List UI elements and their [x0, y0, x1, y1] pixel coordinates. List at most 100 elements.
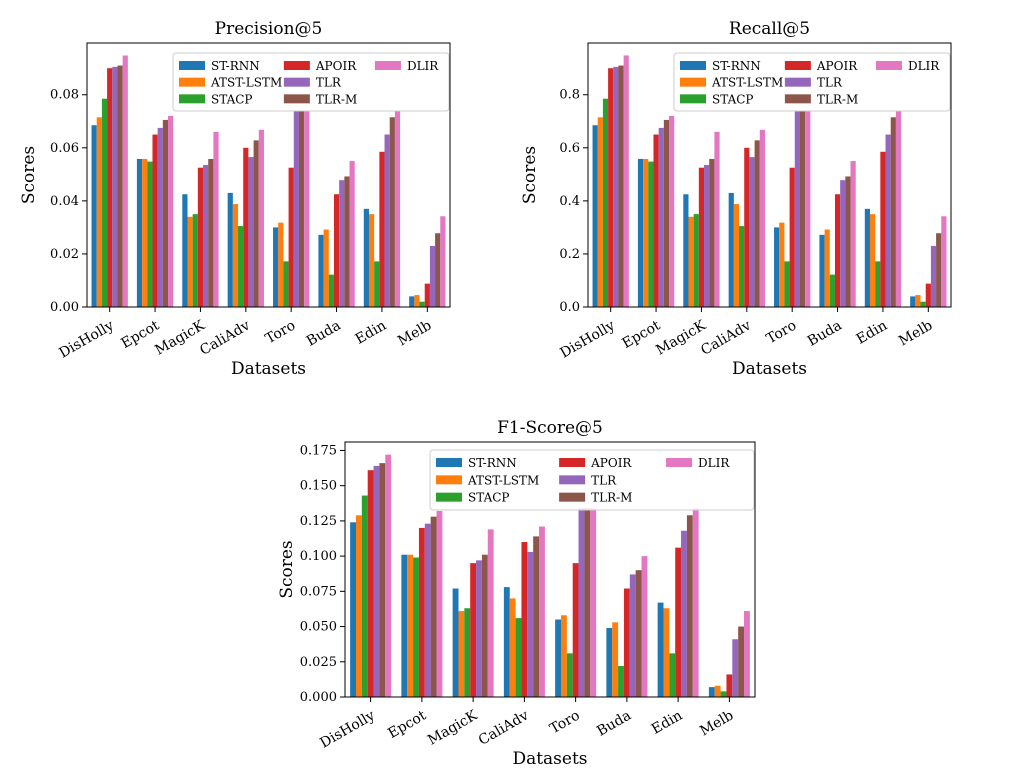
bar-dlir-melb	[744, 611, 750, 697]
x-tick-label: MagicK	[152, 317, 208, 358]
bar-dlir-disholly	[122, 55, 128, 307]
x-axis-label: Datasets	[732, 359, 807, 379]
legend-swatch	[179, 77, 205, 87]
bar-tlr-melb	[429, 245, 436, 307]
bar-st-rnn-edin	[864, 208, 870, 307]
bar-tlr-m-melb	[738, 626, 745, 697]
legend-label: ST-RNN	[211, 59, 260, 73]
bar-dlir-toro	[805, 110, 811, 307]
y-tick-label: 0.04	[50, 194, 79, 209]
bar-st-rnn-caliadv	[728, 192, 734, 307]
y-tick-label: 0.2	[559, 247, 580, 262]
legend-label: STACP	[712, 92, 754, 106]
bar-apoir-magick	[470, 563, 477, 697]
legend-swatch	[436, 475, 462, 485]
bar-tlr-toro	[293, 110, 299, 307]
bar-tlr-m-toro	[584, 508, 591, 697]
bar-apoir-melb	[726, 674, 733, 697]
bar-stacp-edin	[669, 653, 676, 697]
bar-atst-lstm-disholly	[96, 117, 102, 307]
legend-swatch	[680, 61, 706, 70]
bar-stacp-edin	[875, 261, 881, 307]
bar-stacp-disholly	[602, 98, 609, 307]
bar-st-rnn-magick	[452, 588, 459, 697]
bar-tlr-m-melb	[936, 233, 942, 307]
bar-st-rnn-toro	[555, 619, 561, 697]
legend-swatch	[283, 61, 310, 70]
y-tick-label: 0.075	[300, 584, 337, 599]
bar-st-rnn-magick	[182, 194, 188, 307]
chart-title: Recall@5	[729, 19, 810, 39]
legend-swatch	[666, 458, 693, 467]
bar-dlir-magick	[213, 131, 219, 307]
bar-apoir-epcot	[418, 527, 425, 697]
bar-apoir-caliadv	[744, 147, 750, 307]
bar-tlr-epcot	[157, 127, 163, 308]
f1-score-chart: 0.000 0.025 0.050 0.075 0.100 0.125 0.150 0.175…	[277, 418, 756, 769]
bar-st-rnn-melb	[409, 296, 415, 307]
bar-st-rnn-edin	[363, 208, 369, 307]
x-tick-label: Toro	[764, 318, 800, 348]
bar-tlr-disholly	[112, 66, 118, 307]
bar-stacp-magick	[192, 214, 198, 307]
bar-apoir-buda	[834, 194, 841, 307]
y-tick-label: 0.175	[300, 443, 337, 458]
bar-apoir-buda	[333, 194, 340, 307]
legend-swatch	[179, 94, 205, 104]
x-tick-label: DisHolly	[56, 317, 116, 361]
bar-atst-lstm-caliadv	[733, 204, 740, 307]
legend-label: ST-RNN	[468, 456, 517, 470]
bar-stacp-buda	[618, 666, 624, 697]
bar-tlr-caliadv	[248, 157, 254, 307]
legend: ST-RNN ATST-LSTM STACP APOIR TLR TLR-M DLIR	[172, 52, 450, 112]
bar-tlr-m-edin	[890, 117, 896, 307]
legend: ST-RNN ATST-LSTM STACP APOIR TLR TLR-M DLIR	[429, 449, 755, 511]
bar-stacp-buda	[829, 274, 835, 307]
bar-atst-lstm-edin	[368, 214, 375, 307]
bar-dlir-caliadv	[258, 129, 264, 307]
legend-label: ATST-LSTM	[711, 76, 783, 90]
x-axis-label: Datasets	[231, 359, 306, 379]
bar-apoir-melb	[925, 283, 931, 307]
legend-swatch	[784, 77, 811, 87]
legend-label: STACP	[468, 491, 510, 505]
bar-tlr-buda	[339, 180, 345, 307]
bar-atst-lstm-caliadv	[232, 204, 239, 307]
bar-stacp-magick	[464, 608, 471, 697]
bar-tlr-edin	[384, 134, 390, 307]
y-tick-label: 0.06	[50, 141, 79, 156]
bar-stacp-melb	[419, 301, 425, 307]
x-tick-label: MagicK	[425, 707, 481, 748]
bar-stacp-melb	[920, 301, 926, 307]
y-tick-label: 0.6	[559, 141, 580, 156]
bar-tlr-m-edin	[389, 117, 395, 307]
bar-atst-lstm-toro	[779, 222, 785, 307]
x-tick-label: CaliAdv	[698, 317, 754, 358]
bar-dlir-edin	[895, 110, 902, 307]
legend-swatch	[436, 458, 462, 467]
bar-apoir-magick	[698, 167, 705, 307]
y-tick-label: 0.000	[300, 690, 337, 705]
bar-st-rnn-magick	[683, 194, 689, 307]
legend-label: DLIR	[908, 59, 940, 73]
x-tick-label: DisHolly	[557, 317, 617, 361]
x-tick-label: CaliAdv	[476, 707, 532, 748]
bar-tlr-m-buda	[344, 176, 350, 307]
bar-stacp-epcot	[147, 161, 153, 307]
y-tick-label: 0.050	[300, 620, 337, 635]
legend: ST-RNN ATST-LSTM STACP APOIR TLR TLR-M DLIR	[673, 52, 951, 112]
y-axis-label: Scores	[19, 146, 39, 204]
legend-label: DLIR	[698, 456, 730, 470]
x-tick-label: Buda	[304, 318, 344, 350]
bar-tlr-toro	[794, 110, 800, 307]
bar-dlir-magick	[487, 529, 494, 697]
y-tick-label: 0.08	[50, 88, 79, 103]
bar-st-rnn-toro	[273, 227, 279, 307]
y-tick-label: 0.02	[50, 247, 79, 262]
x-tick-label: Toro	[547, 708, 583, 738]
bar-dlir-disholly	[385, 454, 392, 697]
bar-st-rnn-buda	[819, 234, 825, 307]
bar-tlr-caliadv	[749, 157, 755, 307]
bar-apoir-edin	[880, 151, 886, 307]
